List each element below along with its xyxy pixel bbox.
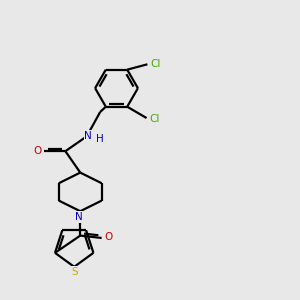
- Text: N: N: [75, 212, 82, 222]
- Text: O: O: [33, 146, 42, 156]
- Text: Cl: Cl: [150, 115, 160, 124]
- Text: Cl: Cl: [151, 59, 161, 69]
- Text: N: N: [84, 131, 92, 141]
- Text: H: H: [96, 134, 104, 144]
- Text: O: O: [104, 232, 112, 242]
- Text: S: S: [71, 267, 77, 277]
